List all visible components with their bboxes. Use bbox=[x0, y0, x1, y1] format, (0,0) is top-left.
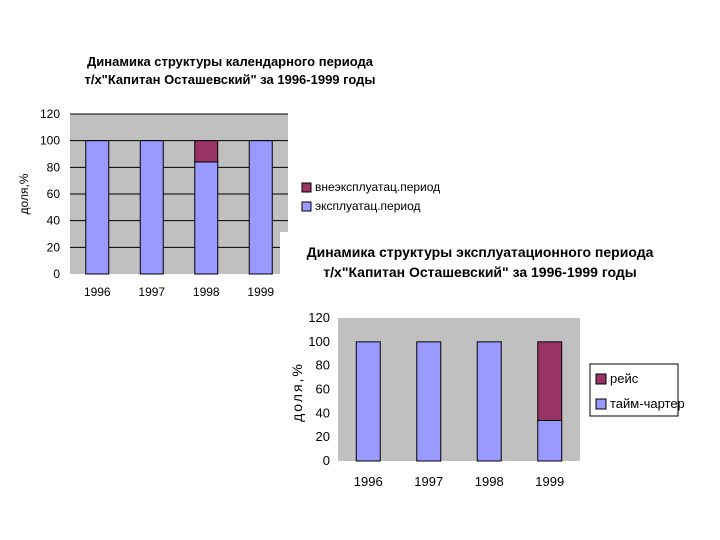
x-tick-label: 1999 bbox=[535, 474, 564, 489]
bar-1996-эксплуатац.период bbox=[85, 140, 110, 275]
x-tick-label: 1996 bbox=[354, 474, 383, 489]
legend-label: рейс bbox=[610, 371, 639, 386]
chart2-title-line2: т/х"Капитан Осташевский" за 1996-1999 го… bbox=[323, 264, 636, 280]
y-tick-label: 120 bbox=[40, 107, 60, 121]
chart1-title-line1: Динамика структуры календарного периода bbox=[87, 54, 374, 69]
y-tick-label: 60 bbox=[316, 382, 330, 397]
y-tick-label: 40 bbox=[316, 405, 330, 420]
chart2-title-line1: Динамика структуры эксплуатационного пер… bbox=[307, 244, 654, 260]
chart-calendar-period: Динамика структуры календарного периода … bbox=[17, 54, 440, 299]
legend-swatch bbox=[301, 182, 312, 193]
bar-1998-тайм-чартер bbox=[476, 341, 502, 462]
bar-1997-тайм-чартер bbox=[416, 341, 442, 462]
legend-swatch bbox=[595, 373, 607, 385]
x-tick-label: 1998 bbox=[193, 285, 220, 299]
y-tick-label: 60 bbox=[47, 187, 61, 201]
x-tick-label: 1998 bbox=[475, 474, 504, 489]
bar-1996-тайм-чартер bbox=[355, 341, 381, 462]
legend-label: эксплуатац.период bbox=[315, 199, 421, 213]
y-tick-label: 0 bbox=[53, 267, 60, 281]
legend-label: тайм-чартер bbox=[610, 396, 685, 411]
bar-1999-эксплуатац.период bbox=[248, 140, 273, 275]
bar-1999-тайм-чартер bbox=[537, 419, 563, 462]
x-tick-label: 1997 bbox=[138, 285, 165, 299]
chart-operational-period: Динамика структуры эксплуатационного пер… bbox=[289, 244, 685, 489]
y-tick-label: 100 bbox=[308, 334, 330, 349]
y-tick-label: 120 bbox=[308, 310, 330, 325]
y-tick-label: 80 bbox=[316, 358, 330, 373]
x-tick-label: 1997 bbox=[414, 474, 443, 489]
x-tick-label: 1999 bbox=[247, 285, 274, 299]
y-tick-label: 20 bbox=[316, 429, 330, 444]
bar-1998-внеэксплуатац.период bbox=[194, 140, 219, 163]
y-tick-label: 100 bbox=[40, 134, 60, 148]
legend-swatch bbox=[595, 398, 607, 410]
bar-1998-эксплуатац.период bbox=[194, 161, 219, 275]
y-tick-label: 20 bbox=[47, 240, 61, 254]
y-tick-label: 40 bbox=[47, 214, 61, 228]
legend-label: внеэксплуатац.период bbox=[315, 180, 440, 194]
bar-1999-рейс bbox=[537, 341, 563, 421]
legend-swatch bbox=[301, 201, 312, 212]
y-tick-label: 0 bbox=[323, 453, 330, 468]
chart1-y-axis-label: доля,% bbox=[17, 173, 31, 214]
y-tick-label: 80 bbox=[47, 160, 61, 174]
chart1-title-line2: т/х"Капитан Осташевский" за 1996-1999 го… bbox=[84, 72, 375, 87]
bar-1997-эксплуатац.период bbox=[139, 140, 164, 275]
chart2-y-axis-label: доля,% bbox=[289, 362, 305, 422]
x-tick-label: 1996 bbox=[84, 285, 111, 299]
